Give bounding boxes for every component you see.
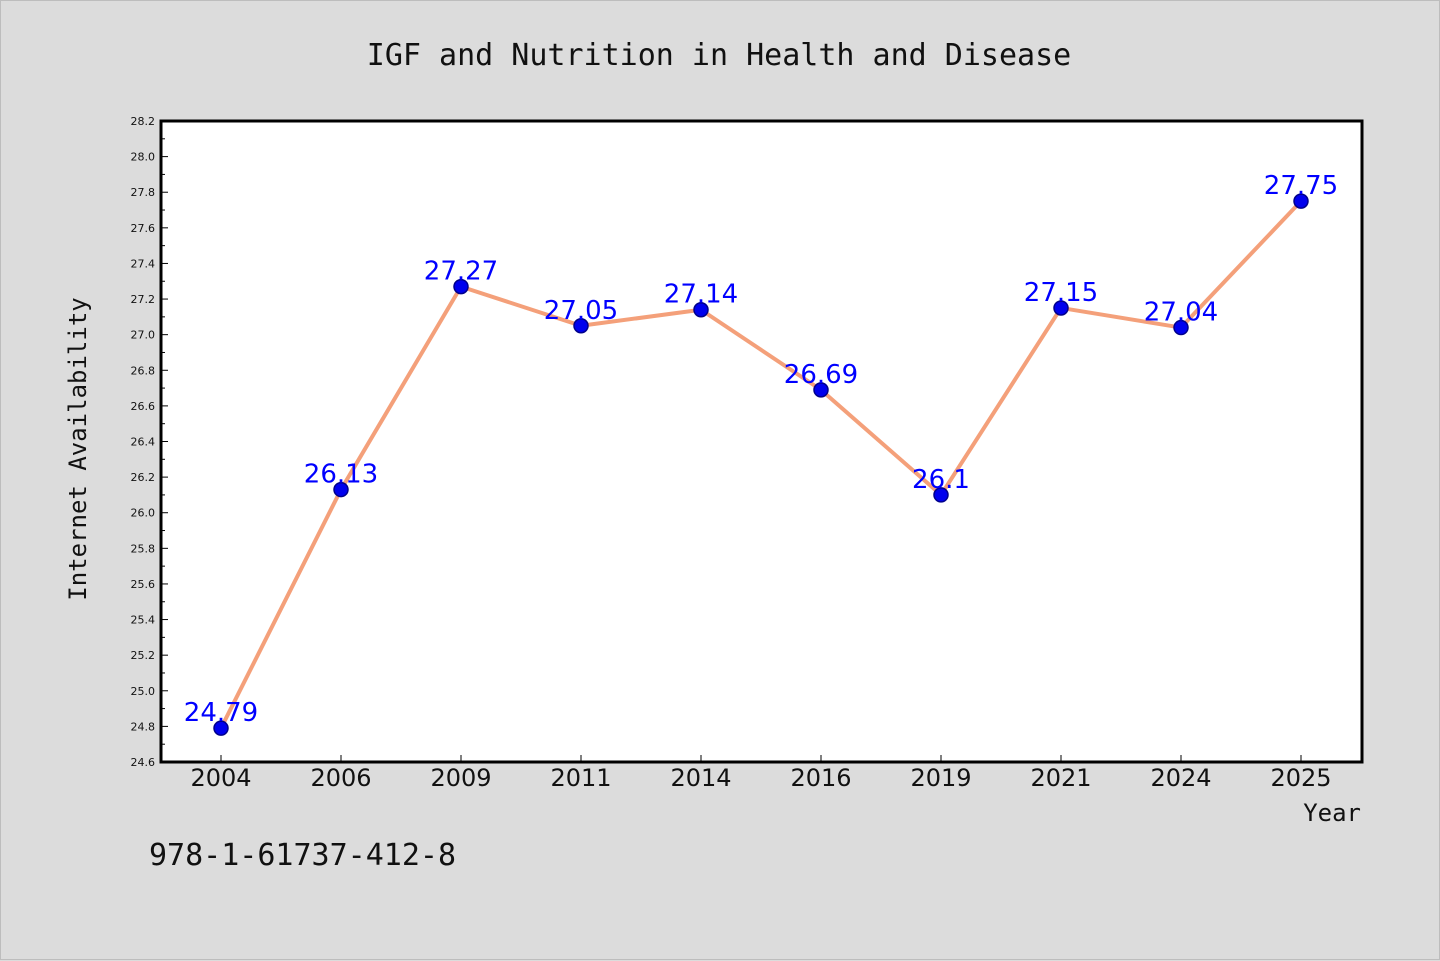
data-label: 27.04 <box>1144 298 1218 328</box>
series-line-group <box>219 199 1303 730</box>
data-label: 27.05 <box>544 296 618 326</box>
x-tick-label: 2016 <box>790 764 851 792</box>
x-tick-label: 2004 <box>190 764 251 792</box>
y-tick-label: 26.6 <box>131 400 156 413</box>
y-tick-label: 27.0 <box>131 329 156 342</box>
data-label: 27.75 <box>1264 171 1338 201</box>
data-point <box>933 487 949 503</box>
data-point <box>1173 319 1189 336</box>
y-tick-label: 28.0 <box>131 151 156 164</box>
data-point <box>333 481 349 498</box>
y-axis: 24.6 24.8 25.0 25.2 25.4 25.6 25.8 26.0 26.2 26.4… <box>131 115 168 769</box>
y-axis-label: Internet Availability <box>64 297 92 600</box>
data-labels: 24.79 26.13 27.27 27.05 27.14 26.69 26.1 27.15 2… <box>184 171 1338 728</box>
y-tick-label: 26.4 <box>131 436 156 449</box>
footer-isbn: 978-1-61737-412-8 <box>149 838 456 873</box>
y-tick-label: 28.2 <box>131 115 156 128</box>
y-tick-label: 27.2 <box>131 293 156 306</box>
y-tick-label: 26.0 <box>131 507 156 520</box>
data-point <box>573 318 589 334</box>
data-label: 27.15 <box>1024 278 1098 308</box>
x-tick-label: 2019 <box>910 764 971 792</box>
y-tick-label: 25.0 <box>131 685 156 698</box>
data-label: 24.79 <box>184 698 258 728</box>
data-point <box>1293 193 1309 209</box>
x-axis-label: Year <box>1303 799 1361 827</box>
data-point <box>213 720 229 736</box>
series-line <box>219 199 1303 730</box>
y-tick-label: 24.8 <box>131 720 156 733</box>
data-point <box>693 301 709 318</box>
chart-title: IGF and Nutrition in Health and Disease <box>367 38 1071 73</box>
y-tick-label: 25.6 <box>131 578 156 591</box>
y-tick-label: 27.4 <box>131 257 156 270</box>
y-tick-label: 26.8 <box>131 364 156 377</box>
data-point <box>813 382 829 398</box>
x-tick-label: 2009 <box>430 764 491 792</box>
y-tick-label: 26.2 <box>131 471 156 484</box>
data-label: 26.1 <box>912 465 970 495</box>
y-tick-label: 27.6 <box>131 222 156 235</box>
y-tick-label: 24.6 <box>131 756 156 769</box>
data-label: 27.14 <box>664 280 738 310</box>
y-tick-label: 25.8 <box>131 542 156 555</box>
data-points <box>213 193 1309 736</box>
y-tick-label: 27.8 <box>131 186 156 199</box>
x-tick-label: 2021 <box>1030 764 1091 792</box>
x-tick-label: 2011 <box>550 764 611 792</box>
data-point <box>453 278 469 295</box>
x-tick-label: 2024 <box>1150 764 1211 792</box>
y-tick-label: 25.2 <box>131 649 156 662</box>
data-label: 27.27 <box>424 257 498 287</box>
data-point <box>1053 300 1069 316</box>
y-tick-label: 25.4 <box>131 614 156 627</box>
data-label: 26.13 <box>304 460 378 490</box>
x-tick-label: 2014 <box>670 764 731 792</box>
data-label: 26.69 <box>784 360 858 390</box>
x-tick-label: 2025 <box>1270 764 1331 792</box>
x-tick-label: 2006 <box>310 764 371 792</box>
x-axis: 2004 2006 2009 2011 2014 2016 2019 2021 2024 2025 <box>190 755 1332 792</box>
plot-area <box>159 119 1364 764</box>
